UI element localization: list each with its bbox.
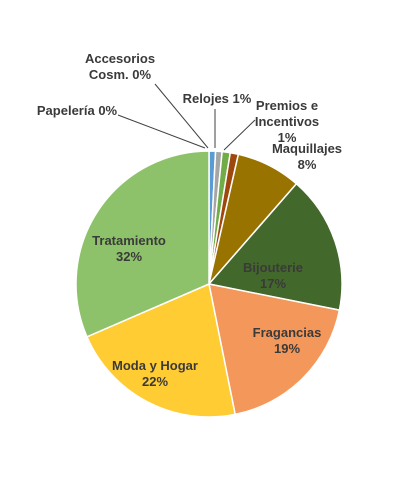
data-label-line: Incentivos <box>255 114 319 129</box>
data-label-relojes: Relojes 1% <box>183 91 252 106</box>
data-label-premios-e-incentivos: Premios e Incentivos 1% <box>255 98 319 145</box>
data-label-line: Maquillajes <box>272 141 342 156</box>
data-label-line: 1% <box>278 130 297 145</box>
data-label-line: Relojes 1% <box>183 91 252 106</box>
pie-slice-fragancias <box>208 283 341 416</box>
leader-line-premios-e-incentivos <box>223 119 256 151</box>
data-label-papeleria: Papelería 0% <box>37 103 118 118</box>
data-label-line: 22% <box>142 374 168 389</box>
data-label-line: 19% <box>274 341 300 356</box>
data-label-line: Moda y Hogar <box>112 358 198 373</box>
pie-slice-bijouterie <box>207 182 343 312</box>
pie-slice-tratamiento <box>75 150 210 338</box>
slices-layer <box>75 150 343 418</box>
data-label-moda-y-hogar: Moda y Hogar 22% <box>112 358 198 389</box>
leader-line-accesorios-cosm <box>154 83 209 149</box>
data-label-maquillajes: Maquillajes 8% <box>272 141 342 172</box>
labels-layer: Papelería 0% Accesorios Cosm. 0% Relojes 1%… <box>37 51 342 389</box>
data-label-line: 8% <box>298 157 317 172</box>
data-label-accesorios-cosm: Accesorios Cosm. 0% <box>85 51 155 82</box>
data-label-bijouterie: Bijouterie 17% <box>243 260 303 291</box>
leaders-layer <box>117 83 256 151</box>
data-label-line: Fragancias <box>253 325 322 340</box>
data-label-line: 17% <box>260 276 286 291</box>
leader-line-papeleria <box>117 114 206 149</box>
data-label-line: 32% <box>116 249 142 264</box>
pie-slice-moda-y-hogar <box>85 282 237 418</box>
data-label-line: Cosm. 0% <box>89 67 152 82</box>
data-label-line: Premios e <box>256 98 318 113</box>
data-label-tratamiento: Tratamiento 32% <box>92 233 166 264</box>
data-label-line: Accesorios <box>85 51 155 66</box>
data-label-line: Papelería 0% <box>37 103 118 118</box>
data-label-line: Tratamiento <box>92 233 166 248</box>
data-label-fragancias: Fragancias 19% <box>253 325 322 356</box>
data-label-line: Bijouterie <box>243 260 303 275</box>
